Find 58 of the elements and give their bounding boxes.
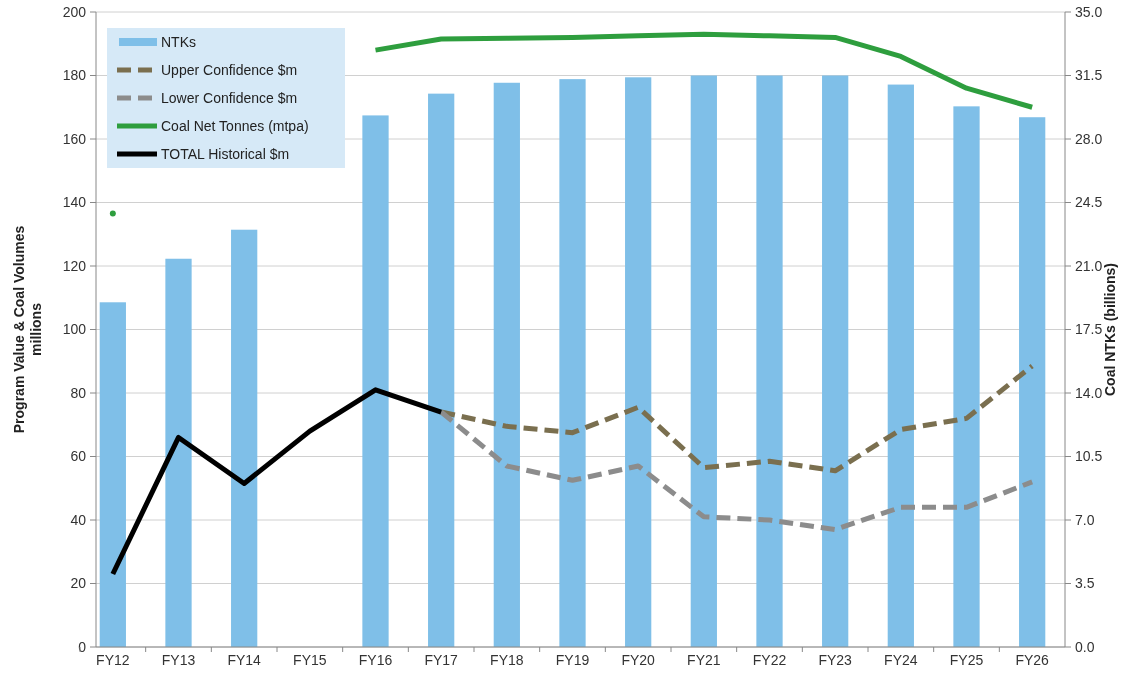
y-tick-label: 60 (70, 448, 87, 465)
y2-tick-label: 28.0 (1075, 130, 1103, 147)
y-tick-label: 20 (70, 575, 87, 592)
y-axis-title: Program Value & Coal Volumes millions (11, 225, 44, 434)
x-tick-label: FY24 (884, 652, 918, 668)
y-tick-label: 140 (62, 194, 87, 211)
y2-tick-label: 7.0 (1075, 511, 1095, 528)
y2-tick-label: 3.5 (1075, 575, 1095, 592)
y2-tick-label: 31.5 (1075, 67, 1103, 84)
x-tick-label: FY13 (161, 652, 196, 668)
x-tick-label: FY15 (293, 652, 327, 668)
x-tick-label: FY21 (687, 652, 721, 668)
x-tick-label: FY18 (490, 652, 524, 668)
y-tick-label: 200 (62, 3, 87, 20)
y-tick-label: 0 (78, 638, 87, 655)
bar (887, 84, 914, 647)
y-tick-label: 40 (70, 511, 87, 528)
legend-label: TOTAL Historical $m (161, 145, 290, 162)
x-tick-label: FY16 (358, 652, 393, 668)
bar (559, 79, 586, 647)
x-tick-label: FY14 (227, 652, 262, 668)
y2-tick-label: 35.0 (1075, 3, 1103, 20)
x-tick-label: FY12 (96, 652, 130, 668)
legend-label: NTKs (161, 33, 196, 50)
bar (756, 75, 783, 647)
bar (822, 75, 849, 647)
x-tick-label: FY22 (752, 652, 787, 668)
bar (99, 302, 126, 647)
bar (953, 106, 980, 647)
legend-label: Lower Confidence $m (161, 89, 298, 106)
x-tick-label: FY19 (555, 652, 590, 668)
legend-label: Coal Net Tonnes (mtpa) (161, 117, 309, 134)
bar (690, 75, 717, 647)
y-tick-label: 120 (62, 257, 87, 274)
x-tick-label: FY25 (949, 652, 984, 668)
bar (493, 82, 520, 647)
y2-tick-label: 17.5 (1075, 321, 1103, 338)
y-tick-label: 180 (62, 67, 87, 84)
y2-tick-label: 24.5 (1075, 194, 1103, 211)
y2-tick-label: 21.0 (1075, 257, 1103, 274)
y2-tick-label: 10.5 (1075, 448, 1103, 465)
y2-axis-title: Coal NTKs (billions) (1102, 263, 1118, 396)
x-tick-label: FY23 (818, 652, 853, 668)
y2-tick-label: 14.0 (1075, 384, 1103, 401)
bar (165, 258, 192, 647)
bar (428, 93, 455, 647)
x-tick-label: FY26 (1015, 652, 1050, 668)
y-tick-label: 100 (62, 321, 87, 338)
bar (362, 115, 389, 647)
y2-tick-label: 0.0 (1075, 638, 1095, 655)
x-tick-label: FY17 (424, 652, 459, 668)
bar (1019, 117, 1046, 647)
x-tick-label: FY20 (621, 652, 656, 668)
legend-label: Upper Confidence $m (161, 61, 298, 78)
bar (231, 229, 258, 647)
y-tick-label: 80 (70, 384, 87, 401)
y-tick-label: 160 (62, 130, 87, 147)
bar (625, 77, 652, 647)
